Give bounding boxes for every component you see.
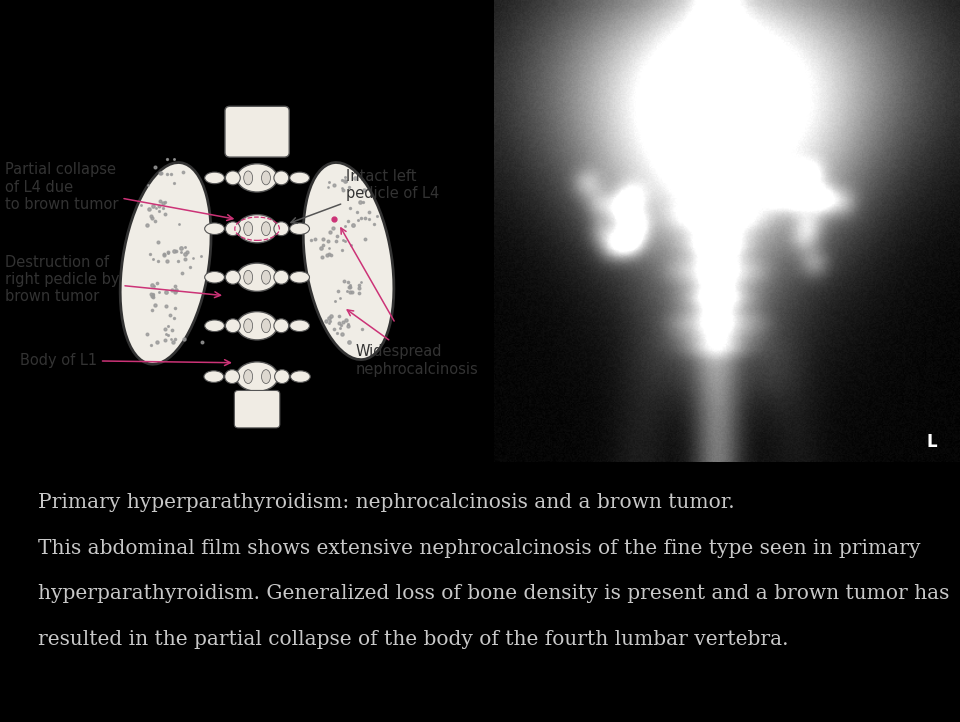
Text: hyperparathyroidism. Generalized loss of bone density is present and a brown tum: hyperparathyroidism. Generalized loss of… (38, 584, 949, 604)
Ellipse shape (291, 371, 310, 383)
Text: Destruction of
right pedicle by
brown tumor: Destruction of right pedicle by brown tu… (5, 255, 221, 305)
Ellipse shape (303, 162, 394, 360)
Ellipse shape (226, 270, 240, 284)
Ellipse shape (204, 172, 225, 183)
Text: Primary hyperparathyroidism: nephrocalcinosis and a brown tumor.: Primary hyperparathyroidism: nephrocalci… (38, 493, 735, 513)
Text: resulted in the partial collapse of the body of the fourth lumbar vertebra.: resulted in the partial collapse of the … (38, 630, 789, 649)
Ellipse shape (244, 222, 252, 235)
Ellipse shape (237, 263, 277, 292)
Ellipse shape (274, 319, 289, 333)
FancyBboxPatch shape (225, 106, 289, 157)
Ellipse shape (290, 172, 309, 183)
Ellipse shape (244, 171, 252, 185)
Ellipse shape (226, 222, 240, 235)
Ellipse shape (261, 171, 271, 185)
Ellipse shape (204, 320, 225, 331)
Ellipse shape (244, 370, 252, 383)
Ellipse shape (274, 171, 289, 185)
Ellipse shape (226, 171, 240, 185)
Ellipse shape (290, 271, 309, 283)
Ellipse shape (244, 319, 252, 333)
Ellipse shape (226, 319, 240, 333)
Ellipse shape (290, 320, 309, 331)
Text: L: L (926, 432, 937, 451)
Text: Widespread
nephrocalcinosis: Widespread nephrocalcinosis (348, 310, 479, 377)
Ellipse shape (120, 162, 211, 364)
Text: Intact left
pedicle of L4: Intact left pedicle of L4 (291, 169, 440, 223)
Ellipse shape (274, 222, 289, 235)
Text: Body of L1: Body of L1 (20, 353, 230, 368)
Ellipse shape (237, 312, 277, 340)
Ellipse shape (261, 270, 271, 284)
Text: This abdominal film shows extensive nephrocalcinosis of the fine type seen in pr: This abdominal film shows extensive neph… (38, 539, 921, 558)
Ellipse shape (236, 362, 278, 391)
Ellipse shape (261, 222, 271, 235)
Ellipse shape (225, 370, 240, 383)
Ellipse shape (204, 223, 225, 235)
Ellipse shape (237, 214, 277, 243)
Ellipse shape (275, 370, 290, 383)
Ellipse shape (237, 164, 277, 192)
Ellipse shape (290, 223, 309, 235)
Ellipse shape (261, 370, 271, 383)
Ellipse shape (274, 270, 289, 284)
Ellipse shape (204, 271, 225, 283)
Ellipse shape (244, 270, 252, 284)
FancyBboxPatch shape (234, 391, 279, 428)
Text: Partial collapse
of L4 due
to brown tumor: Partial collapse of L4 due to brown tumo… (5, 162, 233, 220)
Ellipse shape (204, 371, 224, 383)
Ellipse shape (261, 319, 271, 333)
